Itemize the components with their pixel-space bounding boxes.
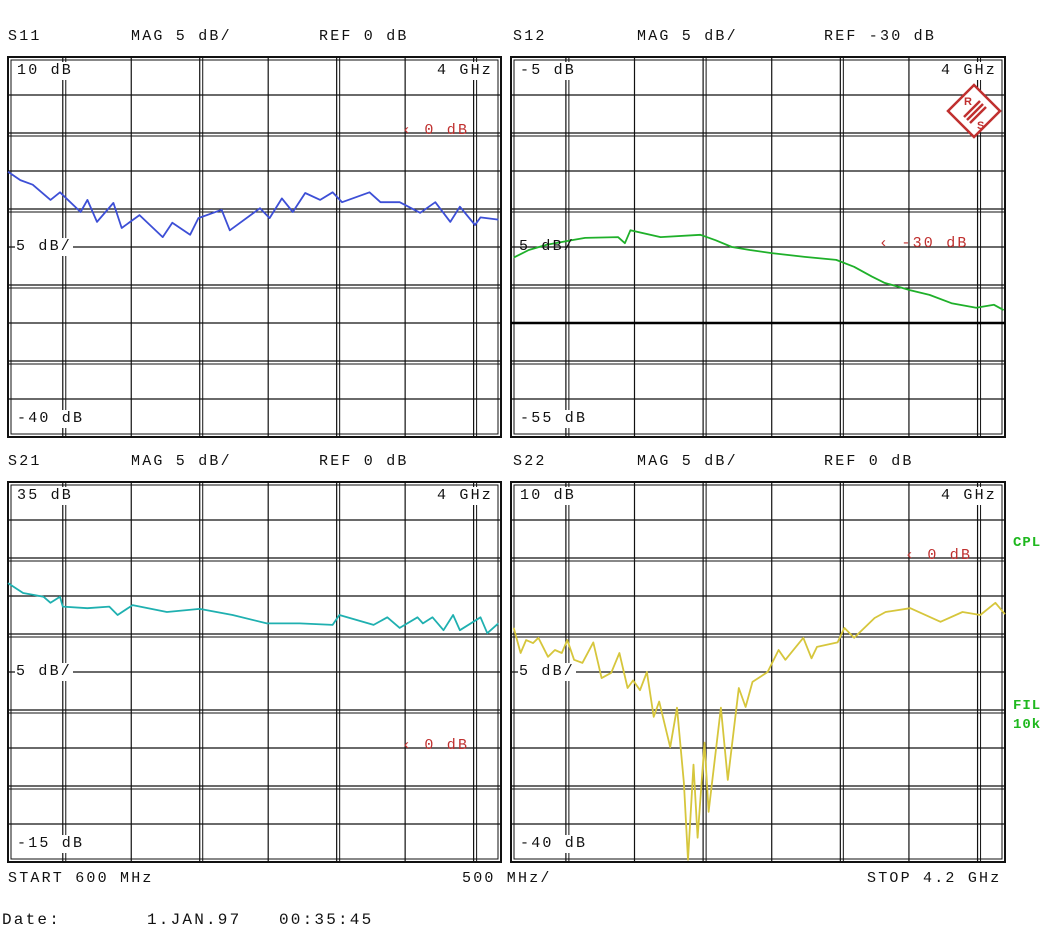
ref-arrow-icon: ‹ (402, 122, 425, 139)
marker-freq-label: 4 GHz (435, 487, 494, 505)
svg-text:R: R (964, 96, 972, 108)
scale-per-div-label: 5 dB/ (518, 663, 577, 681)
svg-text:S: S (977, 120, 984, 132)
top-scale-label: 10 dB (519, 487, 578, 505)
bottom-scale-label: -40 dB (519, 835, 589, 853)
ref-level-label: REF 0 dB (824, 453, 914, 470)
ref-marker: ‹ -30 dB (879, 235, 969, 253)
marker-freq-label: 4 GHz (939, 62, 998, 80)
top-scale-label: -5 dB (519, 62, 578, 80)
ref-level-label: REF 0 dB (319, 453, 409, 470)
date-label: Date: (2, 911, 62, 929)
trace-s22 (512, 601, 1006, 861)
plot-s21 (7, 481, 502, 863)
panel-s21: S21 MAG 5 dB/ REF 0 dB 35 dB 4 GHz 5 dB/… (7, 453, 502, 863)
top-scale-label: 10 dB (16, 62, 75, 80)
param-label: S11 (8, 28, 42, 45)
scale-per-div-label: 5 dB/ (15, 238, 74, 256)
ref-level-label: REF 0 dB (319, 28, 409, 45)
mag-scale-label: MAG 5 dB/ (637, 453, 738, 470)
scale-per-div-label: 5 dB/ (15, 663, 74, 681)
bottom-scale-label: -40 dB (16, 410, 86, 428)
marker-freq-label: 4 GHz (939, 487, 998, 505)
ref-marker: ‹ 0 dB (905, 547, 972, 565)
plot-s22 (510, 481, 1006, 863)
bottom-scale-label: -55 dB (519, 410, 589, 428)
trace-s21 (7, 582, 499, 635)
coupled-indicator: CPL (1013, 535, 1042, 551)
start-frequency: START 600 MHz (8, 870, 154, 887)
marker-freq-label: 4 GHz (435, 62, 494, 80)
ref-marker: ‹ 0 dB (402, 122, 469, 140)
param-label: S12 (513, 28, 547, 45)
rohde-schwarz-logo: R S (946, 83, 1002, 139)
ref-level-label: REF -30 dB (824, 28, 937, 45)
mag-scale-label: MAG 5 dB/ (637, 28, 738, 45)
date-value: 1.JAN.97 (147, 911, 242, 929)
filter-bandwidth: 10k (1013, 717, 1042, 733)
panel-s11: S11 MAG 5 dB/ REF 0 dB 10 dB 4 GHz 5 dB/… (7, 28, 502, 438)
trace-s12 (513, 229, 1005, 311)
plot-s12 (510, 56, 1006, 438)
filter-indicator: FIL (1013, 698, 1042, 714)
bottom-scale-label: -15 dB (16, 835, 86, 853)
ref-arrow-icon: ‹ (402, 737, 425, 754)
frequency-per-div: 500 MHz/ (462, 870, 552, 887)
ref-marker-value: 0 dB (424, 122, 470, 139)
panel-s12: S12 MAG 5 dB/ REF -30 dB -5 dB 4 GHz 5 d… (510, 28, 1006, 438)
mag-scale-label: MAG 5 dB/ (131, 28, 232, 45)
stop-frequency: STOP 4.2 GHz (867, 870, 1002, 887)
ref-marker-value: 0 dB (927, 547, 973, 564)
time-value: 00:35:45 (279, 911, 374, 929)
top-scale-label: 35 dB (16, 487, 75, 505)
ref-marker: ‹ 0 dB (402, 737, 469, 755)
mag-scale-label: MAG 5 dB/ (131, 453, 232, 470)
ref-arrow-icon: ‹ (879, 235, 902, 252)
plot-s11 (7, 56, 502, 438)
trace-s11 (7, 171, 499, 239)
scale-per-div-label: 5 dB/ (519, 238, 576, 255)
ref-marker-value: -30 dB (901, 235, 969, 252)
panel-s22: S22 MAG 5 dB/ REF 0 dB 10 dB 4 GHz 5 dB/… (510, 453, 1006, 863)
param-label: S22 (513, 453, 547, 470)
param-label: S21 (8, 453, 42, 470)
ref-arrow-icon: ‹ (905, 547, 928, 564)
ref-marker-value: 0 dB (424, 737, 470, 754)
